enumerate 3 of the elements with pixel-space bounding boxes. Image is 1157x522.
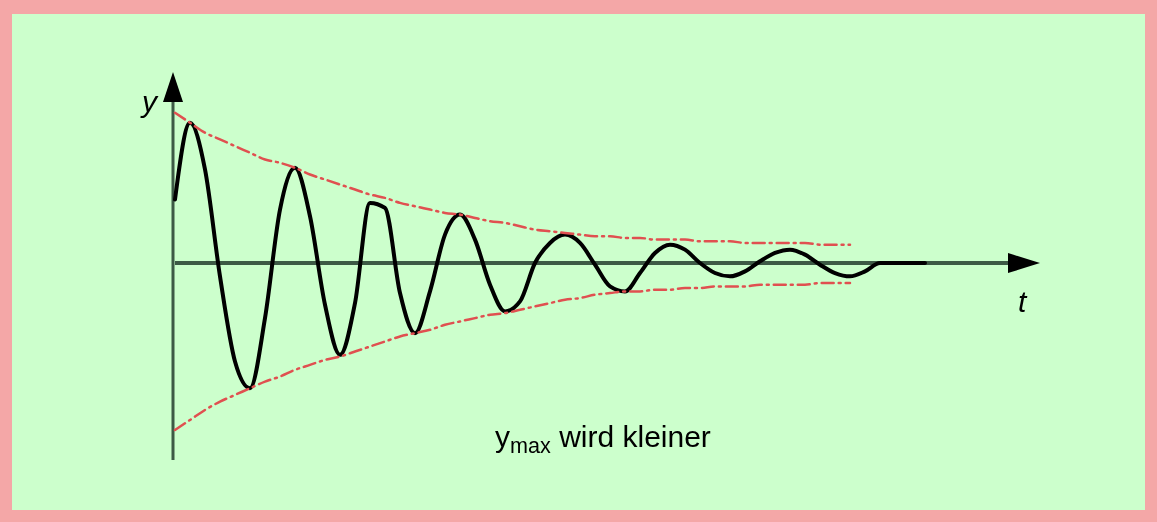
annotation: y$_{max}$ wird kleiner <box>495 420 711 458</box>
y-axis-title: y <box>140 85 159 118</box>
x-axis-title: t <box>1018 285 1028 318</box>
